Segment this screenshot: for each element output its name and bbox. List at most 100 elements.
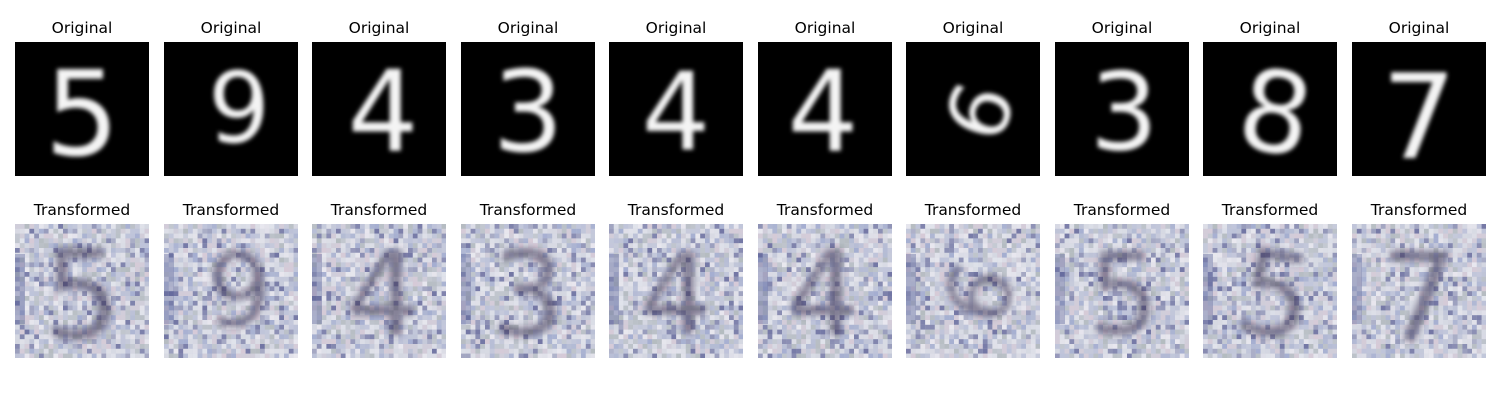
panel-title: Original	[1239, 19, 1301, 37]
digit-glyph: 3	[1090, 51, 1159, 176]
digit-glyph: 3	[491, 227, 566, 359]
original-panel: Original 6	[906, 17, 1040, 177]
original-digit-image: 5	[15, 42, 149, 176]
panel-title: Transformed	[182, 201, 280, 219]
panel-title: Original	[942, 19, 1004, 37]
digit-glyph: 7	[1381, 48, 1456, 176]
image-background	[1203, 42, 1337, 176]
panel-title: Transformed	[33, 201, 131, 219]
original-panel: Original 4	[609, 17, 743, 177]
original-digit-image: 4	[758, 42, 892, 176]
transformed-panel: Transformed 6	[906, 199, 1040, 359]
panel-title: Transformed	[1073, 201, 1171, 219]
noise-texture	[609, 224, 743, 358]
transformed-digit-image: 3	[461, 224, 595, 358]
image-background	[1055, 42, 1189, 176]
original-digit-image: 6	[906, 42, 1040, 176]
noise-texture	[1203, 224, 1337, 358]
original-digit-image: 4	[312, 42, 446, 176]
noise-texture	[461, 224, 595, 358]
transformed-digit-image: 6	[906, 224, 1040, 358]
edge-band	[312, 254, 322, 324]
transformed-panel: Transformed 4	[312, 199, 446, 359]
edge-band	[609, 254, 619, 324]
image-background	[609, 42, 743, 176]
panel-title: Transformed	[924, 201, 1022, 219]
original-panel: Original 5	[15, 17, 149, 177]
digit-glyph: 3	[492, 48, 563, 176]
panel-title: Transformed	[1221, 201, 1319, 219]
image-background	[15, 42, 149, 176]
panel-title: Original	[51, 19, 113, 37]
panel-title: Transformed	[627, 201, 725, 219]
transformed-panel: Transformed 5	[15, 199, 149, 359]
transformed-digit-image: 5	[15, 224, 149, 358]
panel-title: Original	[1091, 19, 1153, 37]
image-background	[1352, 42, 1486, 176]
original-row: Original 5 Original 9 Original 4 Original 3 Orig…	[0, 17, 1500, 177]
panel-title: Transformed	[776, 201, 874, 219]
edge-band	[1203, 254, 1213, 324]
original-panel: Original 3	[461, 17, 595, 177]
noise-texture	[1055, 224, 1189, 358]
panel-title: Transformed	[1370, 201, 1468, 219]
noise-texture	[758, 224, 892, 358]
original-digit-image: 3	[461, 42, 595, 176]
digit-glyph: 7	[1380, 227, 1459, 358]
original-panel: Original 9	[164, 17, 298, 177]
image-background	[758, 42, 892, 176]
original-digit-image: 7	[1352, 42, 1486, 176]
original-panel: Original 4	[312, 17, 446, 177]
transformed-panel: Transformed 3	[461, 199, 595, 359]
digit-glyph: 5	[44, 45, 119, 176]
transformed-panel: Transformed 5	[1203, 199, 1337, 359]
panel-title: Original	[794, 19, 856, 37]
original-panel: Original 8	[1203, 17, 1337, 177]
edge-band	[758, 254, 768, 324]
edge-band	[1352, 254, 1362, 324]
original-panel: Original 7	[1352, 17, 1486, 177]
original-digit-image: 9	[164, 42, 298, 176]
panel-title: Original	[497, 19, 559, 37]
original-digit-image: 8	[1203, 42, 1337, 176]
digit-glyph: 4	[642, 51, 711, 176]
noise-texture	[312, 224, 446, 358]
transformed-panel: Transformed 4	[609, 199, 743, 359]
noise-texture	[15, 224, 149, 358]
transformed-digit-image: 7	[1352, 224, 1486, 358]
edge-band	[164, 254, 174, 324]
panel-title: Original	[200, 19, 262, 37]
noise-texture	[1352, 224, 1486, 358]
panel-title: Transformed	[479, 201, 577, 219]
transformed-panel: Transformed 7	[1352, 199, 1486, 359]
panel-title: Original	[348, 19, 410, 37]
original-digit-image: 4	[609, 42, 743, 176]
image-background	[312, 42, 446, 176]
transformed-row: Transformed 5 Transformed 9 Transformed 4 Tran…	[0, 199, 1500, 359]
transformed-panel: Transformed 9	[164, 199, 298, 359]
original-panel: Original 4	[758, 17, 892, 177]
digit-glyph: 5	[43, 224, 122, 358]
transformed-digit-image: 4	[312, 224, 446, 358]
edge-band	[1055, 254, 1065, 324]
digit-glyph: 4	[346, 227, 421, 359]
edge-band	[15, 254, 25, 324]
original-panel: Original 3	[1055, 17, 1189, 177]
panel-title: Transformed	[330, 201, 428, 219]
transformed-panel: Transformed 5	[1055, 199, 1189, 359]
digit-glyph: 4	[786, 227, 861, 359]
image-background	[164, 42, 298, 176]
panel-title: Original	[1388, 19, 1450, 37]
noise-texture	[906, 224, 1040, 358]
transformed-digit-image: 5	[1055, 224, 1189, 358]
edge-band	[461, 254, 471, 324]
noise-texture	[164, 224, 298, 358]
transformed-digit-image: 5	[1203, 224, 1337, 358]
digit-glyph: 9	[208, 52, 270, 166]
digit-glyph: 4	[640, 229, 712, 358]
digit-glyph: 5	[1088, 229, 1160, 358]
transformed-digit-image: 4	[758, 224, 892, 358]
digit-glyph: 9	[206, 231, 271, 351]
transformed-digit-image: 9	[164, 224, 298, 358]
